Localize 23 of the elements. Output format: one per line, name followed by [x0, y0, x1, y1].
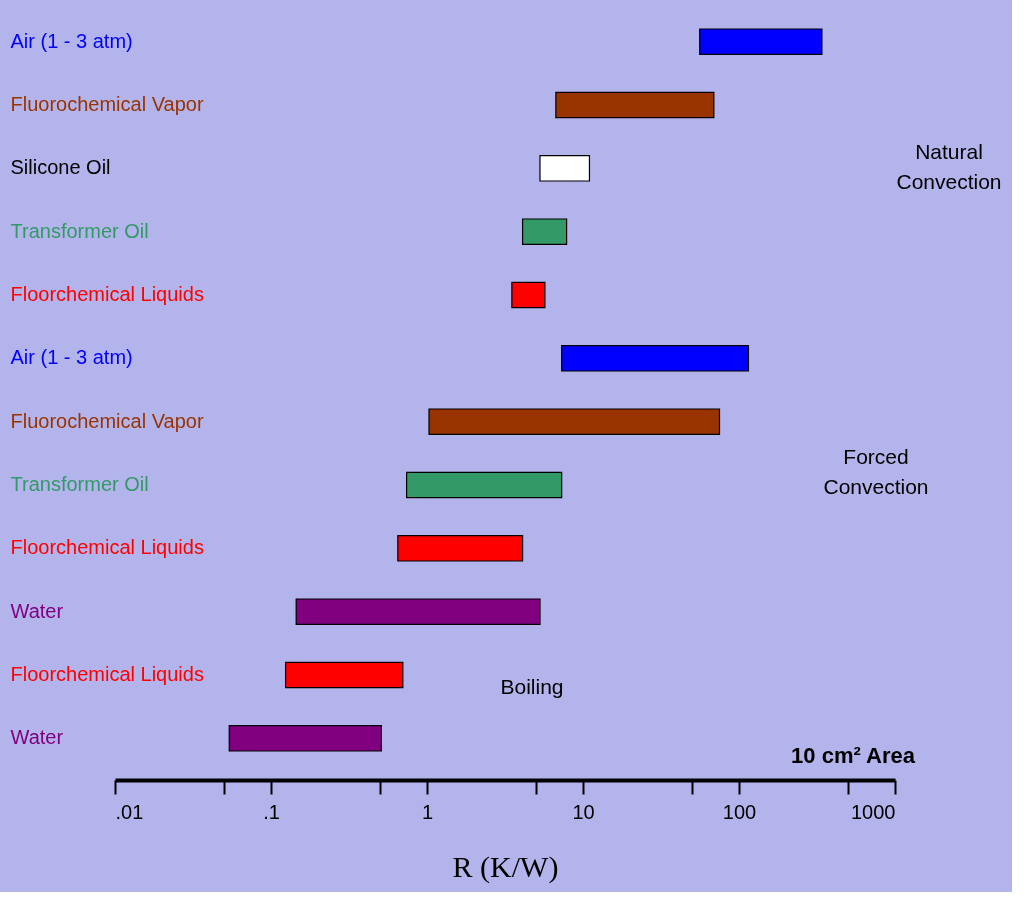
annotation: 10 cm² Area: [791, 743, 916, 768]
y-tick-label: Transformer Oil: [10, 219, 149, 242]
annotation: Boiling: [500, 675, 564, 698]
y-tick-label: Transformer Oil: [10, 473, 149, 495]
x-tick-label: 1: [421, 800, 434, 823]
x-axis-title: R (K/W): [452, 849, 559, 884]
x-tick-label: .1: [263, 800, 280, 823]
text: Natural Convection: [896, 140, 1002, 193]
y-tick-label: Water: [10, 599, 64, 622]
x-tick-label: 100: [722, 800, 757, 823]
y-tick-label: Silicone Oil: [10, 156, 111, 179]
x-tick-label: .01: [115, 800, 144, 823]
y-tick-label: Fluorochemical Vapor: [10, 409, 204, 432]
y-tick-label: Air (1 - 3 atm): [10, 346, 133, 369]
y-tick-label: Water: [10, 726, 64, 749]
y-tick-label: Floorchemical Liquids: [10, 536, 204, 559]
x-tick-label: 10: [572, 800, 595, 823]
y-tick-label: Floorchemical Liquids: [10, 663, 204, 685]
y-tick-label: Floorchemical Liquids: [10, 283, 204, 305]
y-tick-label: Fluorochemical Vapor: [10, 93, 204, 115]
x-tick-label: 1000: [851, 800, 896, 823]
y-tick-label: Air (1 - 3 atm): [10, 29, 133, 52]
annotation: Forced Convection: [823, 445, 929, 498]
